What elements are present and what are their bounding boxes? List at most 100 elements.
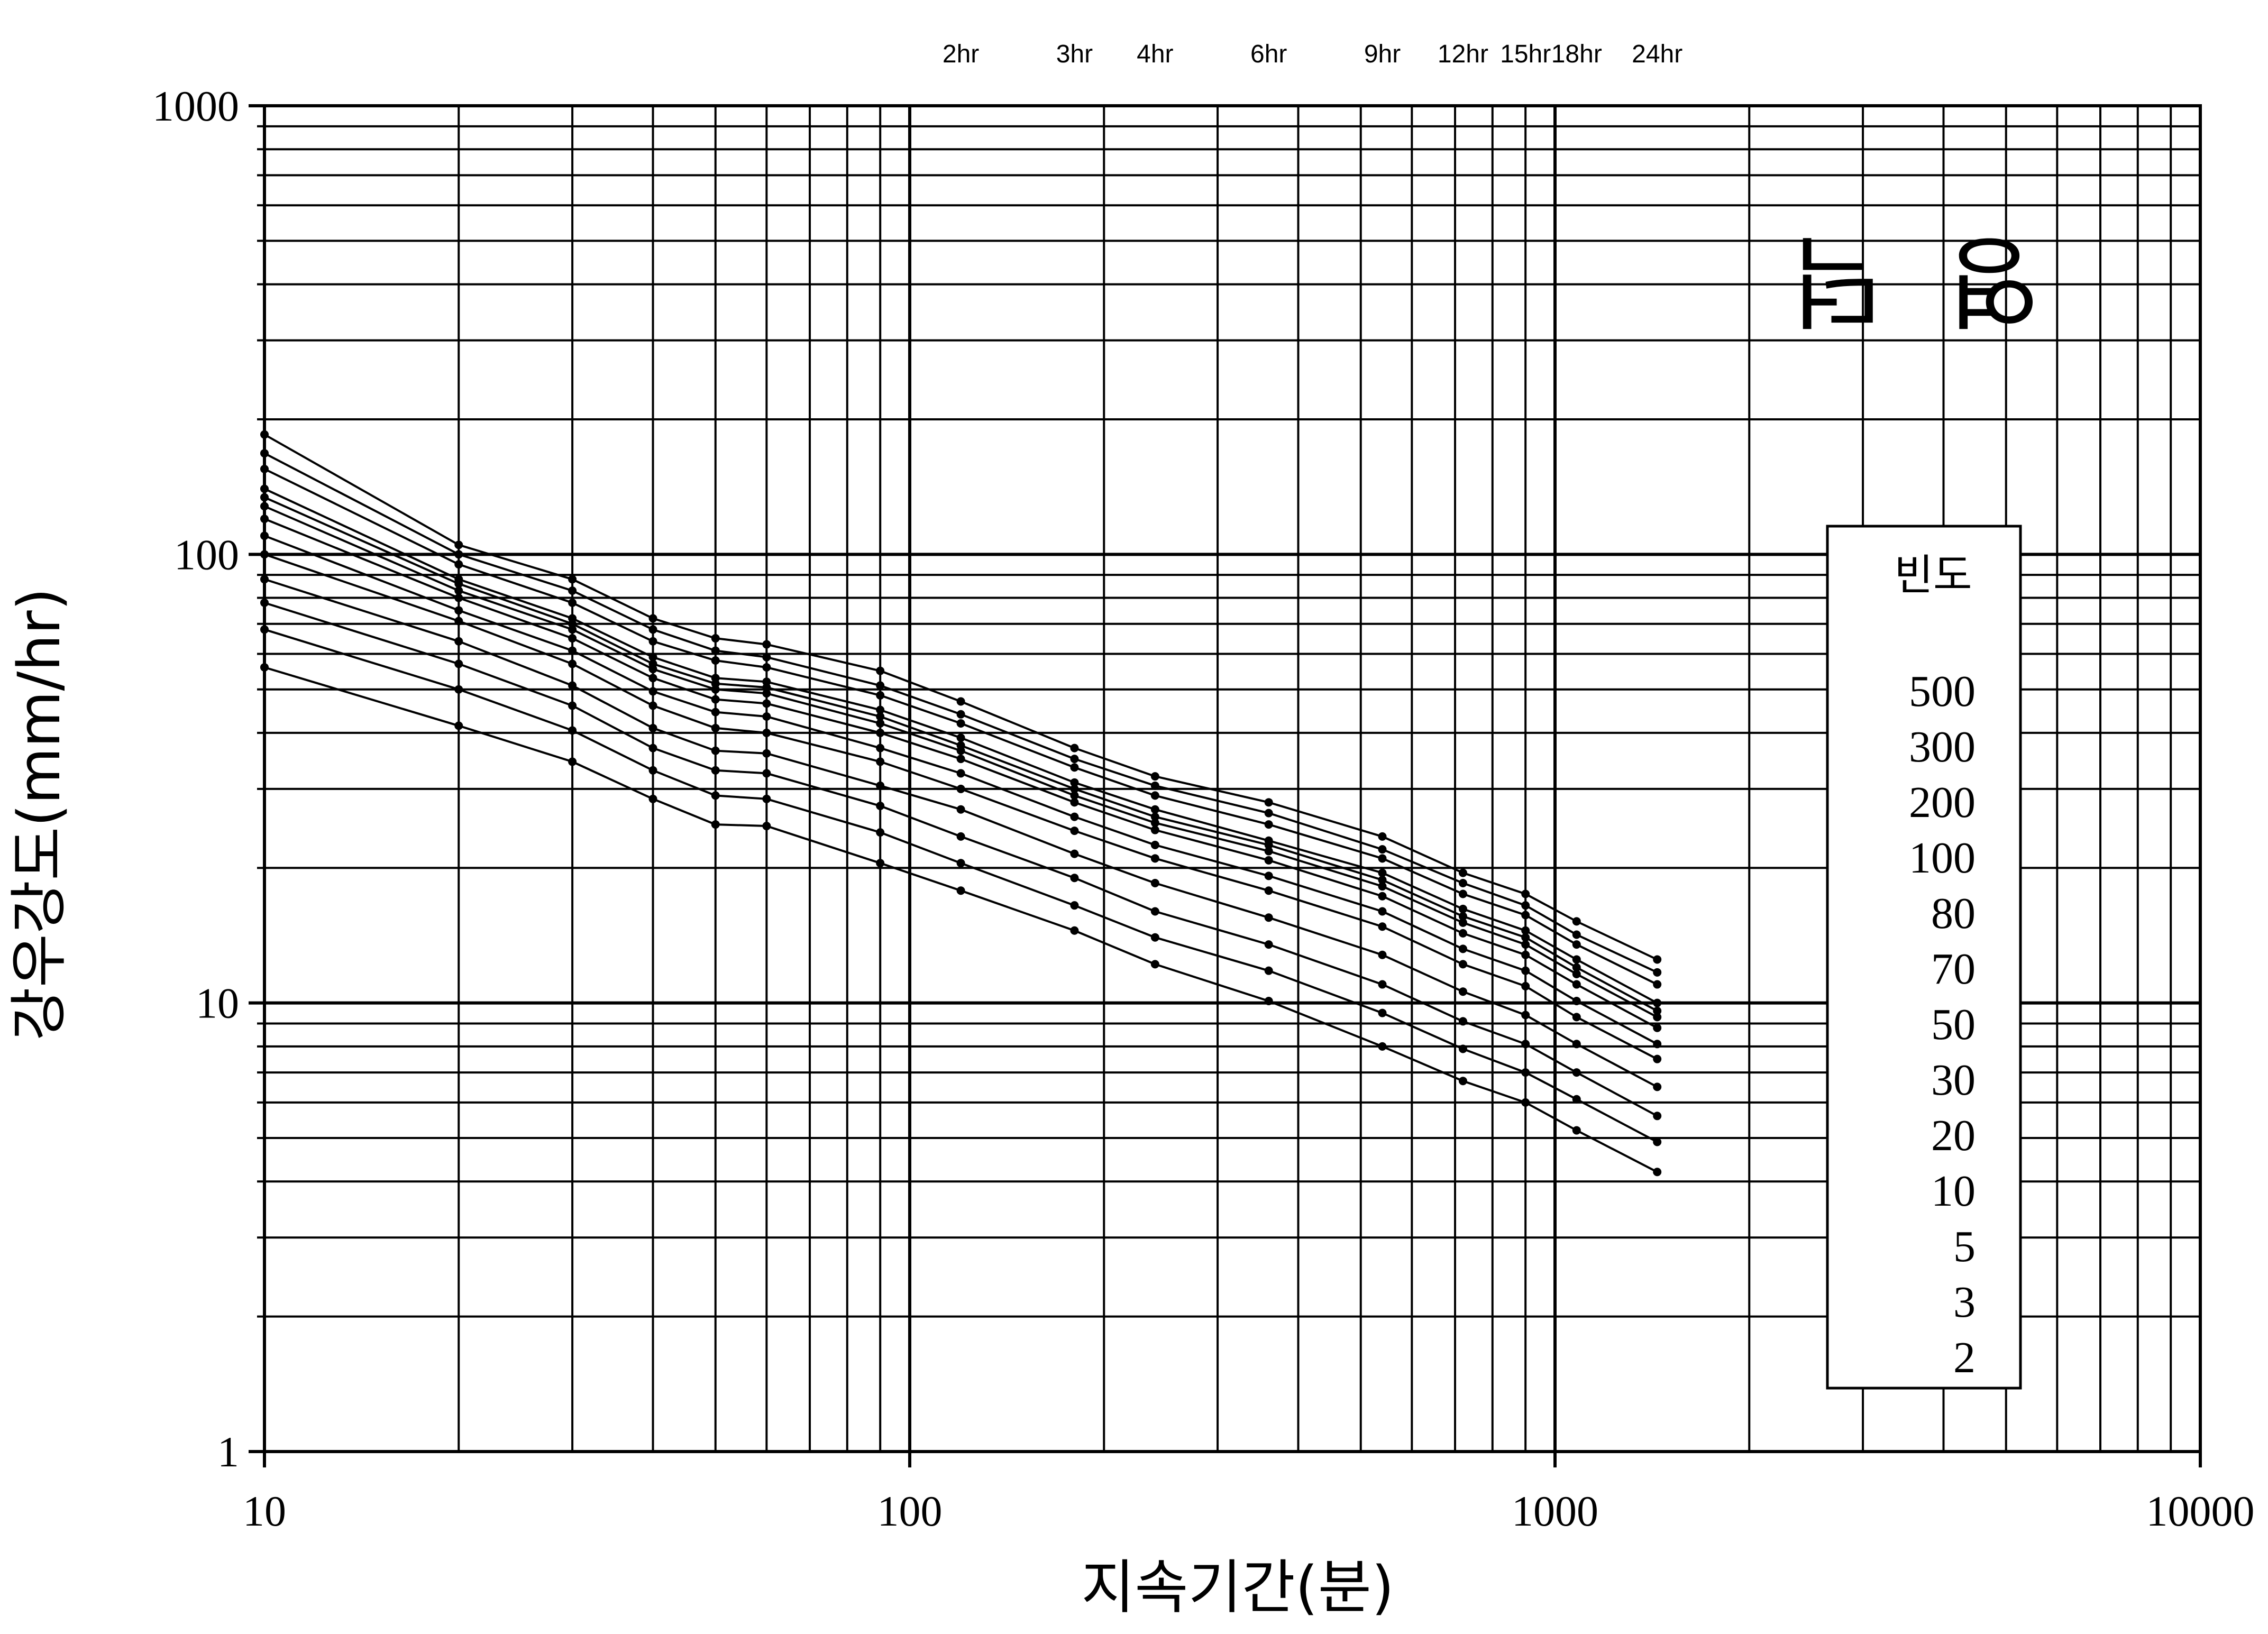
data-point-30: [568, 646, 577, 655]
data-point-100: [1150, 805, 1159, 814]
data-point-80: [1150, 812, 1159, 821]
data-point-500: [1653, 955, 1662, 964]
data-point-70: [762, 689, 771, 698]
x-tick-label: 10: [243, 1487, 286, 1535]
data-point-300: [711, 646, 720, 655]
series-line-300: [264, 452, 1658, 974]
data-point-200: [1378, 854, 1387, 863]
data-point-3: [1150, 933, 1159, 942]
data-point-20: [1150, 854, 1159, 863]
data-point-5: [1150, 907, 1159, 916]
data-point-20: [876, 757, 885, 766]
data-point-2: [1572, 1126, 1581, 1135]
data-point-500: [1458, 868, 1467, 877]
data-point-70: [956, 746, 965, 755]
data-point-50: [648, 674, 657, 683]
data-point-2: [568, 757, 577, 766]
data-point-300: [1378, 845, 1387, 854]
legend-entry: 3: [1953, 1278, 1976, 1327]
data-point-30: [1378, 907, 1387, 916]
data-point-70: [1521, 940, 1530, 949]
data-point-300: [1264, 809, 1273, 818]
series-group: [260, 430, 1662, 1177]
data-point-20: [1378, 922, 1387, 931]
data-point-10: [1572, 1040, 1581, 1049]
data-point-300: [260, 449, 269, 458]
data-point-30: [1572, 997, 1581, 1006]
data-point-3: [1653, 1137, 1662, 1146]
data-point-70: [1458, 918, 1467, 927]
data-point-100: [1458, 904, 1467, 913]
data-point-500: [454, 540, 463, 549]
data-point-3: [568, 726, 577, 735]
data-point-30: [648, 687, 657, 696]
data-point-300: [876, 681, 885, 690]
data-point-100: [1653, 998, 1662, 1007]
data-point-50: [1150, 825, 1159, 834]
data-point-2: [1458, 1077, 1467, 1086]
data-point-80: [1378, 876, 1387, 885]
data-point-500: [260, 430, 269, 439]
data-point-5: [711, 766, 720, 775]
data-point-2: [1150, 960, 1159, 969]
data-point-20: [260, 550, 269, 559]
data-point-50: [1378, 892, 1387, 901]
data-point-80: [454, 579, 463, 588]
series-line-30: [264, 535, 1658, 1045]
data-point-5: [1458, 1017, 1467, 1026]
data-point-200: [1521, 911, 1530, 920]
data-point-50: [1653, 1023, 1662, 1032]
legend-entry: 100: [1909, 833, 1976, 883]
data-point-5: [762, 769, 771, 778]
data-point-80: [1264, 840, 1273, 849]
data-point-70: [1150, 819, 1159, 828]
data-point-5: [1378, 980, 1387, 989]
legend-entry: 20: [1931, 1111, 1976, 1160]
data-point-30: [711, 708, 720, 717]
data-point-200: [1150, 791, 1159, 800]
data-point-200: [711, 656, 720, 665]
data-point-10: [454, 637, 463, 646]
data-point-100: [648, 653, 657, 662]
data-point-10: [1521, 1011, 1530, 1020]
data-point-10: [1378, 950, 1387, 959]
series-line-80: [264, 496, 1658, 1012]
data-point-300: [1150, 781, 1159, 790]
data-point-200: [260, 464, 269, 473]
y-tick-label: 1: [217, 1428, 239, 1476]
series-line-200: [264, 468, 1658, 986]
data-point-2: [648, 794, 657, 803]
data-point-20: [956, 784, 965, 793]
data-point-2: [260, 663, 269, 672]
data-point-10: [762, 749, 771, 758]
data-point-5: [1070, 874, 1079, 883]
data-point-50: [454, 593, 463, 602]
data-point-5: [1653, 1112, 1662, 1121]
legend-box: [1826, 525, 2022, 1390]
data-point-3: [1458, 1044, 1467, 1053]
plot-frame: [249, 104, 2202, 1467]
data-point-300: [1070, 755, 1079, 764]
data-point-500: [648, 614, 657, 623]
data-point-30: [454, 606, 463, 615]
data-point-50: [876, 728, 885, 737]
data-point-500: [1264, 798, 1273, 807]
data-point-70: [1378, 882, 1387, 891]
data-point-500: [1378, 832, 1387, 841]
data-point-300: [956, 710, 965, 719]
legend-entry: 30: [1931, 1055, 1976, 1105]
data-point-200: [1653, 980, 1662, 989]
data-point-50: [956, 755, 965, 764]
data-point-5: [876, 801, 885, 810]
top-duration-label: 12hr: [1438, 40, 1488, 68]
data-point-50: [711, 695, 720, 704]
data-point-5: [260, 598, 269, 607]
data-point-500: [1070, 743, 1079, 752]
chart-title: 영 덕: [1790, 222, 2039, 339]
data-point-50: [1070, 798, 1079, 807]
data-point-2: [1653, 1168, 1662, 1177]
data-point-3: [454, 685, 463, 694]
data-point-80: [1572, 963, 1581, 972]
